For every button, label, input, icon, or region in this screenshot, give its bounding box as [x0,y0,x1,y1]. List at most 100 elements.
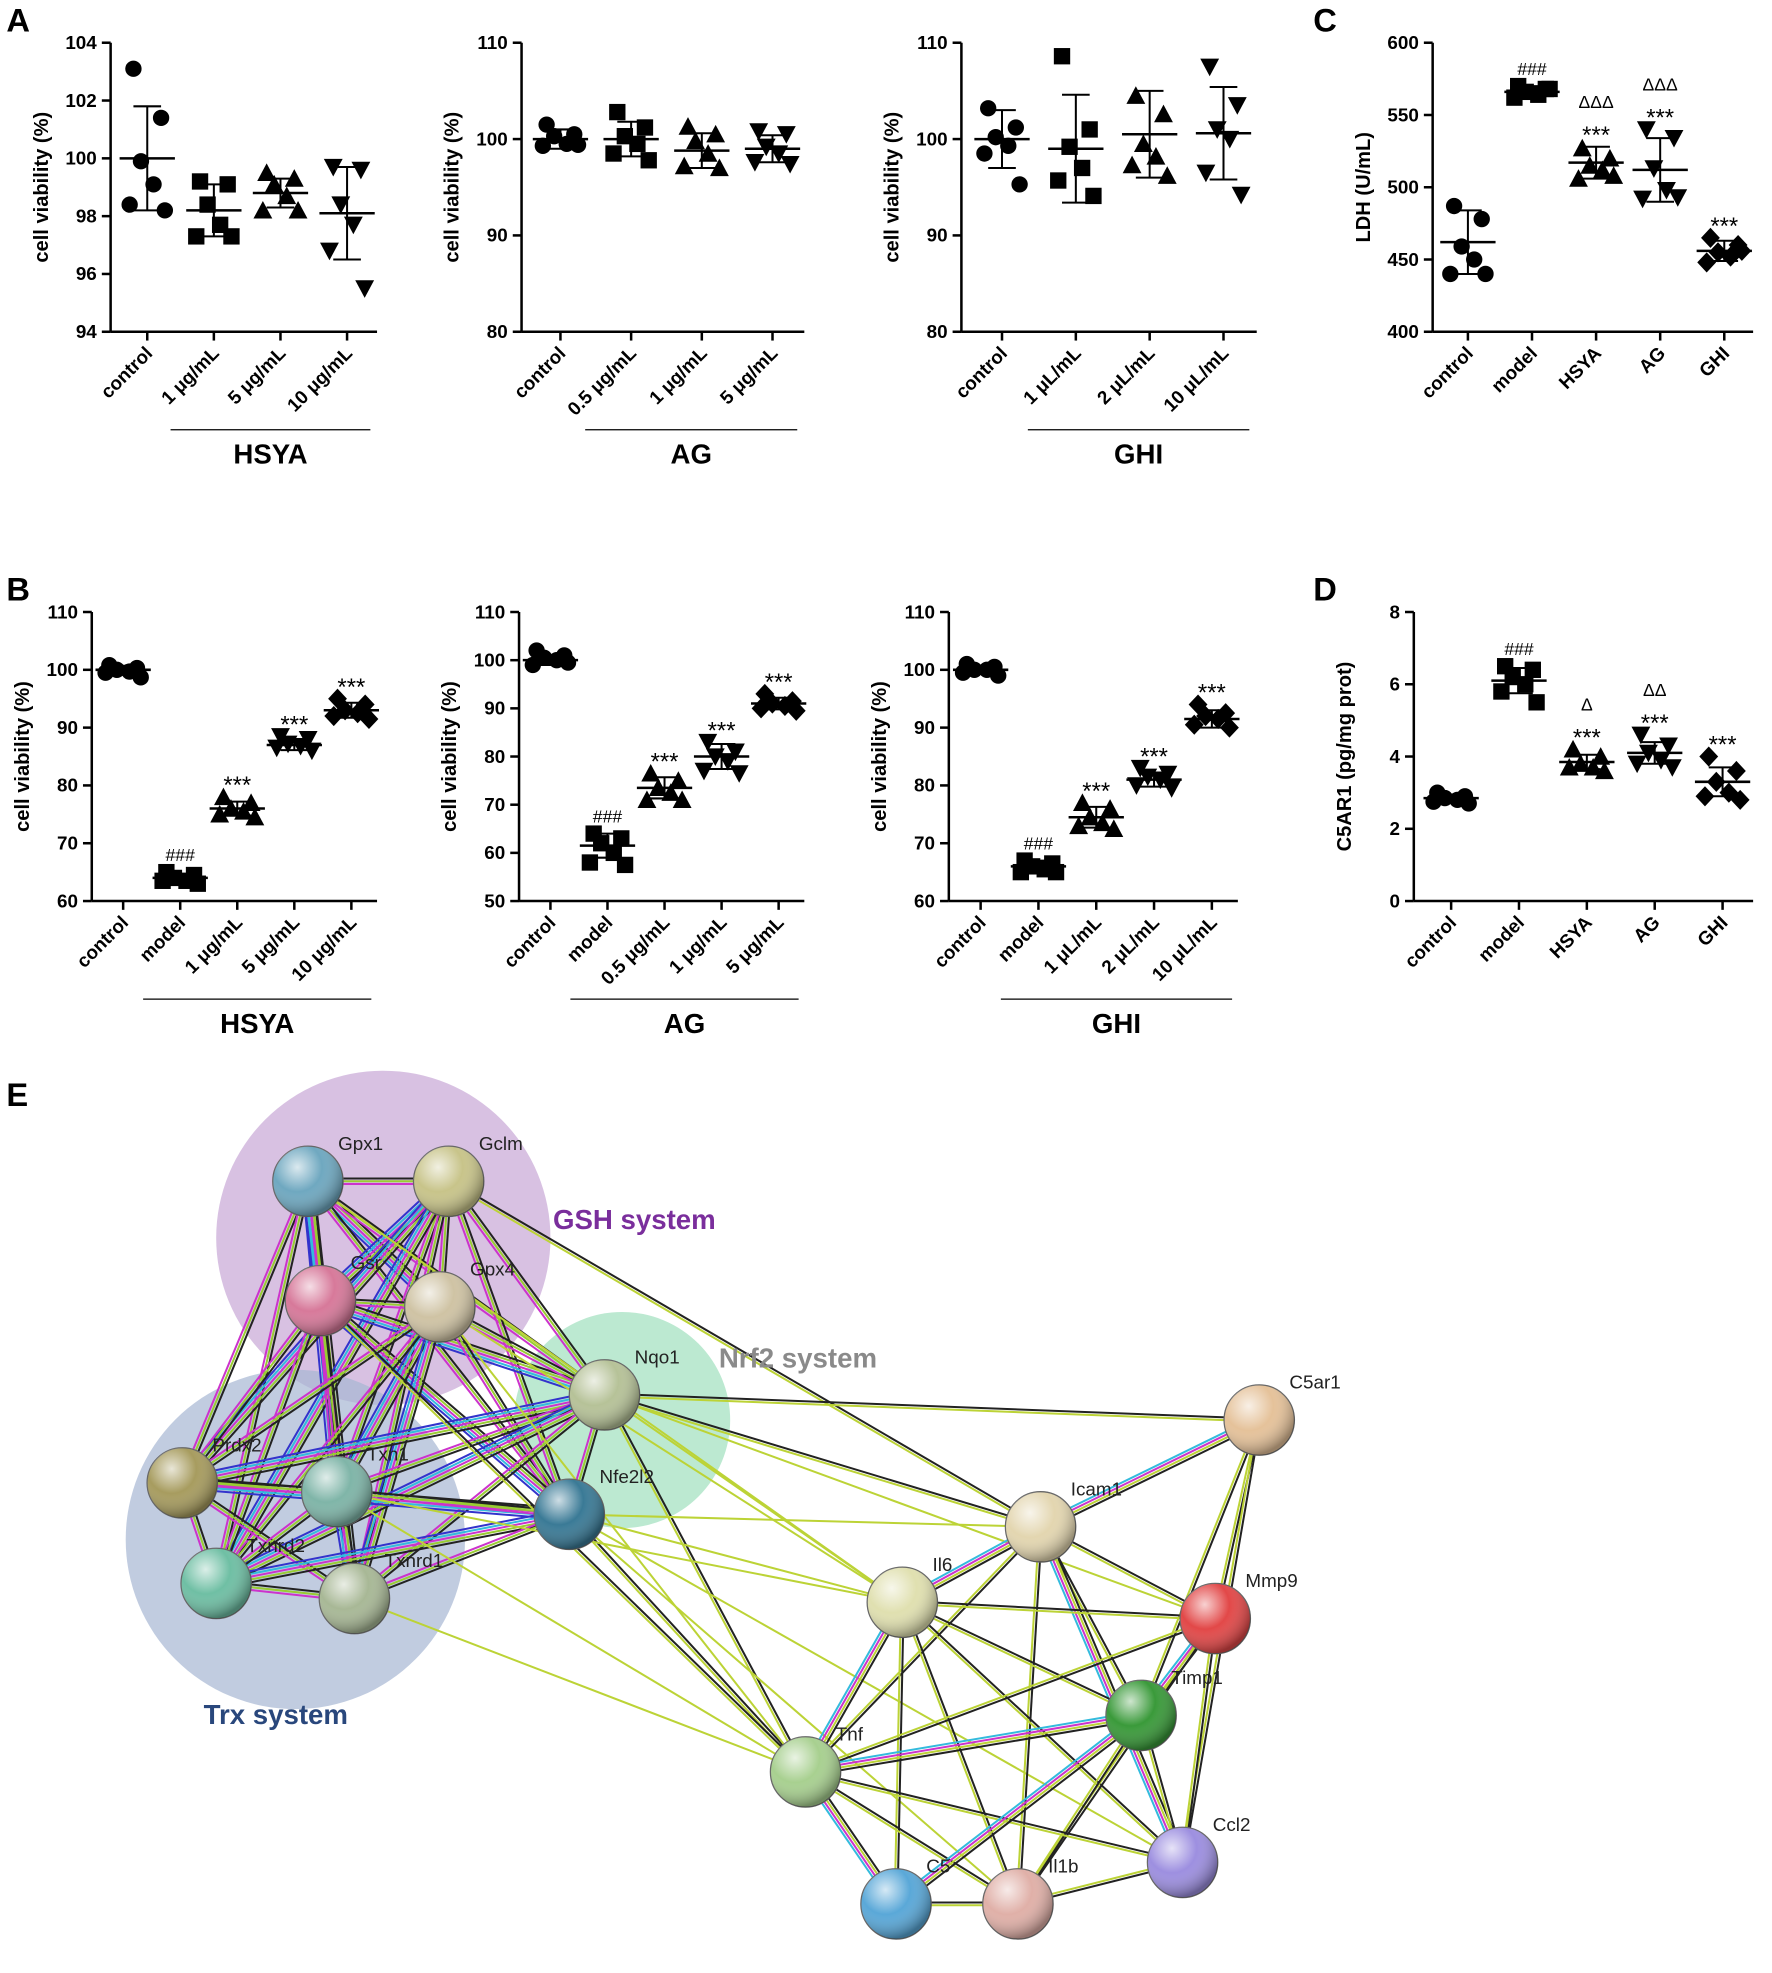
data-point [534,137,552,154]
data-point [152,109,170,127]
data-point [698,733,718,752]
annotation: ΔΔΔ [1643,74,1678,94]
data-point [284,169,304,187]
edge [213,1304,439,1583]
data-point [1528,694,1545,711]
y-tick-label: 110 [905,601,935,622]
data-point [1207,121,1227,139]
y-tick-label: 8 [1390,601,1400,622]
data-point [291,737,311,756]
data-point [1631,726,1651,745]
data-point [694,762,714,781]
x-tick-label: 0.5 μg/mL [563,342,640,419]
data-point [156,202,174,219]
edge [353,1394,606,1600]
group-label: HSYA [233,439,307,470]
x-tick-label: control [1417,342,1477,402]
edge [1035,1528,1180,1865]
y-tick-label: 100 [904,659,935,680]
edge [217,1182,452,1586]
y-tick-label: 96 [76,263,97,284]
data-point [1200,58,1220,77]
edge [353,1510,569,1597]
data-point [745,154,765,172]
node-label: Ccl2 [1213,1814,1251,1835]
x-tick-label: control [500,912,560,972]
data-point [267,739,287,758]
edge [356,1181,453,1600]
edge [897,1717,1145,1908]
annotation: *** [1710,213,1738,240]
data-point [1126,86,1146,104]
y-tick-label: 80 [57,775,78,796]
node-label: Il6 [932,1554,952,1575]
annotation: *** [765,669,793,696]
edge [900,1602,1018,1905]
annotation: *** [1582,122,1610,149]
data-point [987,128,1004,146]
data-point [1445,197,1463,215]
node-label: Nfe2l2 [599,1466,653,1487]
data-point [1231,186,1251,205]
y-tick-label: 550 [1387,104,1418,125]
edge [178,1179,307,1483]
edge [336,1490,903,1604]
data-point [709,158,729,177]
edge [448,1179,1042,1527]
data-point [1012,863,1030,881]
x-tick-label: GHI [1695,342,1734,381]
edge [804,1616,1216,1772]
annotation: ### [1517,59,1547,79]
edge [1180,1618,1215,1863]
edge [602,1395,806,1774]
data-point [954,664,972,681]
annotation: *** [1082,778,1110,805]
edge [1015,1714,1141,1904]
annotation: *** [1198,680,1226,707]
data-point [756,138,776,157]
data-point [320,242,339,261]
edge [569,1513,903,1604]
annotation: ΔΔΔ [1578,92,1613,112]
x-tick-label: model [135,912,189,966]
edge [179,1298,320,1482]
annotation: *** [651,749,679,776]
data-point [145,176,162,193]
x-tick-label: model [562,912,616,966]
y-tick-label: 100 [474,649,505,670]
edge [212,1299,319,1583]
data-point [1697,252,1717,273]
node-label: C5 [926,1855,950,1876]
data-point [1651,751,1671,770]
y-tick-label: 100 [476,128,507,149]
edge [1040,1420,1261,1530]
node-shine [1105,1680,1177,1751]
edge [1018,1618,1218,1906]
edge [447,1180,606,1396]
y-tick-label: 80 [484,746,505,767]
data-point [1162,780,1182,798]
data-point [1047,863,1065,881]
data-point [121,196,138,213]
edge [214,1507,569,1579]
data-point [1007,119,1024,136]
edge [1182,1618,1218,1863]
x-tick-label: HSYA [1545,911,1596,962]
y-tick-label: 80 [487,321,508,342]
annotation: *** [337,674,365,701]
data-point [1595,761,1614,780]
node-shine [272,1146,344,1217]
data-point [1580,156,1600,174]
node-label: Txn1 [367,1443,409,1464]
edge [1015,1526,1041,1904]
y-tick-label: 90 [57,717,78,738]
y-axis-label: cell viability (%) [31,112,53,263]
data-point [678,117,698,135]
group-label: HSYA [220,1008,294,1039]
cluster-label: Nrf2 system [719,1342,877,1373]
edge [1015,1617,1215,1904]
x-tick-label: 10 μg/mL [283,342,356,415]
y-tick-label: 0 [1390,890,1400,911]
data-point [1699,746,1719,767]
data-point [1085,187,1102,205]
